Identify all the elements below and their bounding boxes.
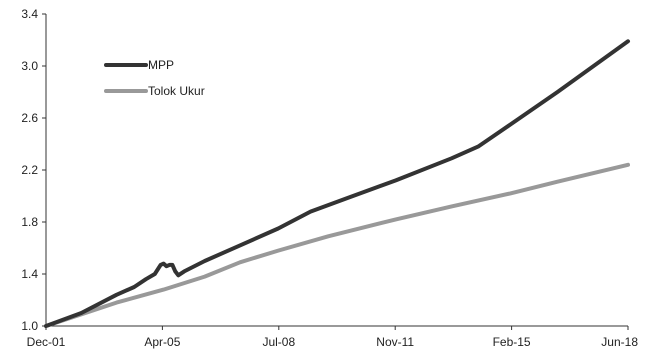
series-line-mpp [44,39,630,328]
series-line-tolok-ukur [44,162,630,328]
axes [45,14,628,327]
x-tick-label: Jun-18 [601,335,638,349]
legend-label: MPP [148,58,174,72]
y-tick-label: 1.4 [21,267,38,281]
y-tick-label: 2.2 [21,163,38,177]
x-tick-label: Jul-08 [262,335,295,349]
y-tick-label: 2.6 [21,111,38,125]
x-tick-label: Dec-01 [27,335,66,349]
y-tick-label: 1.0 [21,319,38,333]
legend-label: Tolok Ukur [148,84,205,98]
y-tick-label: 1.8 [21,215,38,229]
x-tick-label: Nov-11 [376,335,414,349]
x-tick-label: Apr-05 [144,335,180,349]
axis-ticks: 1.0 1.4 1.8 2.2 2.6 3.0 3.4 Dec-01 Apr-05 Jul-08 N… [21,7,638,349]
y-tick-label: 3.0 [21,59,38,73]
x-tick-label: Feb-15 [493,335,531,349]
legend: MPP Tolok Ukur [104,58,205,98]
data-series [44,39,630,328]
y-tick-label: 3.4 [21,7,38,21]
